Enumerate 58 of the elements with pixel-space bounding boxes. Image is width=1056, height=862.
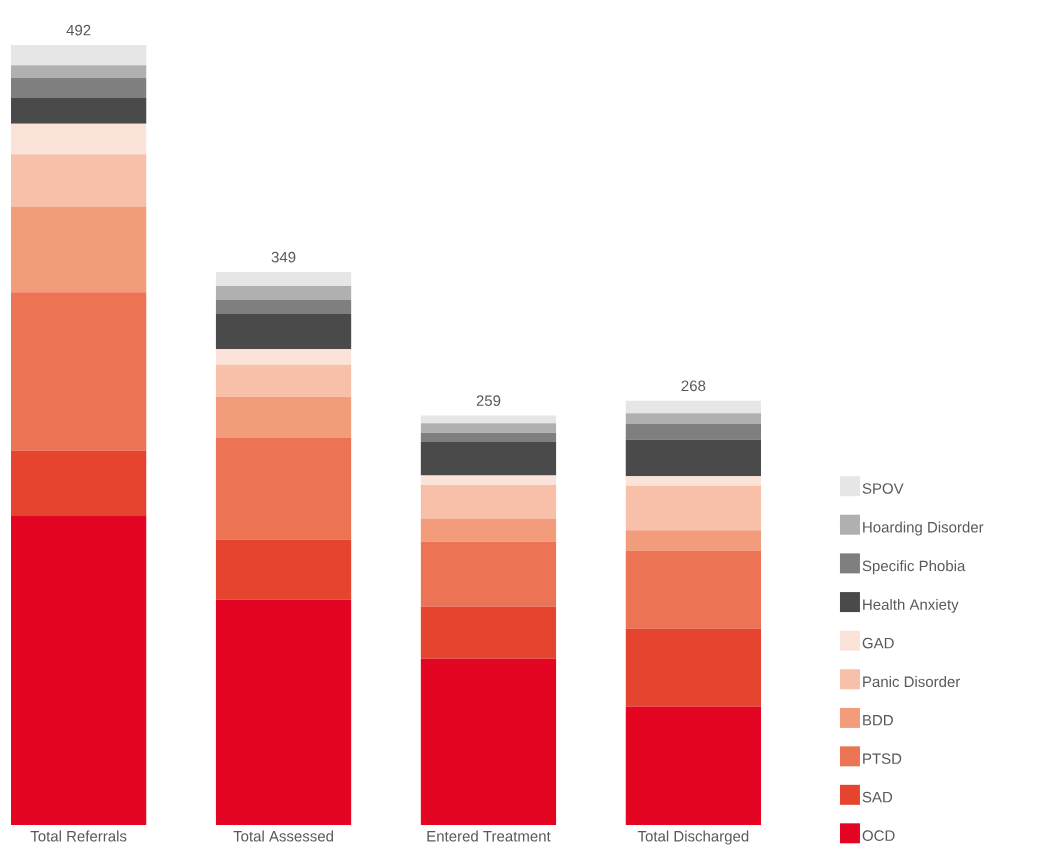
bar <box>11 206 147 293</box>
bar <box>625 400 762 414</box>
x-tick-label: Total Assessed <box>233 830 333 842</box>
legend-label: SPOV <box>862 483 904 494</box>
bar <box>215 300 352 315</box>
legend-label: OCD <box>862 830 895 841</box>
bar <box>11 154 147 207</box>
bar <box>420 606 557 659</box>
bar <box>215 271 352 287</box>
bar <box>420 658 557 825</box>
x-tick-label: Entered Treatment <box>427 830 551 842</box>
bar <box>420 475 557 485</box>
bar <box>215 349 352 365</box>
bar <box>215 396 352 439</box>
annotation: 492 <box>66 24 91 36</box>
bar <box>215 286 352 301</box>
legend-label: BDD <box>863 715 893 726</box>
bar <box>625 485 762 531</box>
legend-label: PTSD <box>863 753 902 764</box>
x-tick-label: Total Referrals <box>30 830 127 842</box>
legend-label: SAD <box>862 791 893 803</box>
bar <box>215 364 352 397</box>
legend-label: Panic Disorder <box>863 676 961 688</box>
bar <box>625 424 762 440</box>
bar <box>420 518 557 542</box>
bar <box>420 423 557 433</box>
bar <box>625 476 762 486</box>
legend-label: Hoarding Disorder <box>863 521 984 536</box>
bar <box>625 706 762 825</box>
bar <box>420 432 557 443</box>
bar <box>625 628 762 707</box>
bar <box>215 539 352 600</box>
bar <box>11 292 147 451</box>
annotation: 349 <box>271 251 296 263</box>
bar <box>215 314 352 350</box>
annotation: 259 <box>476 395 501 406</box>
bar <box>11 77 147 99</box>
bar <box>625 413 762 425</box>
legend-label: Health Anxiety <box>863 598 959 613</box>
x-tick-label: Total Discharged <box>637 830 749 845</box>
bar <box>420 541 557 607</box>
bar <box>420 484 557 519</box>
bar <box>11 98 147 124</box>
bar <box>215 599 352 825</box>
annotation: 268 <box>681 380 706 392</box>
bar <box>11 123 147 155</box>
bar <box>11 65 147 78</box>
bar <box>420 442 557 476</box>
bar <box>11 44 147 66</box>
bar <box>215 438 352 540</box>
bar <box>625 550 762 629</box>
bar <box>11 515 147 825</box>
bar <box>11 450 147 516</box>
legend-label: GAD <box>862 637 894 649</box>
bar <box>420 415 557 424</box>
legend-label: Specific Phobia <box>862 560 966 575</box>
bar <box>625 530 762 551</box>
bar <box>625 439 762 477</box>
